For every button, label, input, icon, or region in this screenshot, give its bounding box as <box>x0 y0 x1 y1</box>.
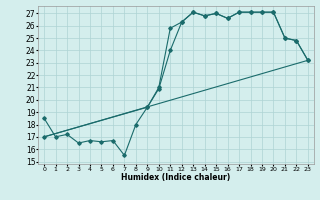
X-axis label: Humidex (Indice chaleur): Humidex (Indice chaleur) <box>121 173 231 182</box>
